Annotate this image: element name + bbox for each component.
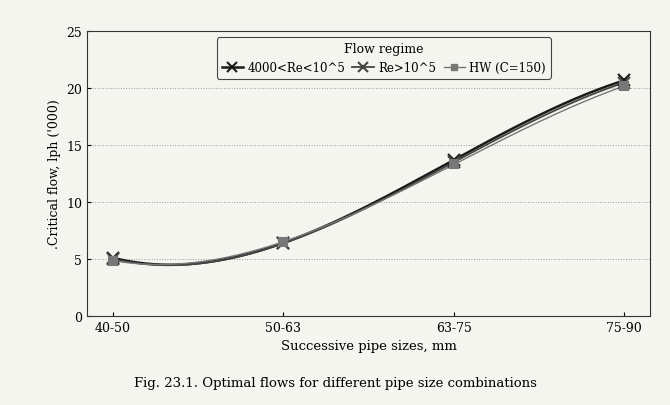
Y-axis label: .Critical flow, lph ('000): .Critical flow, lph ('000) [48,100,61,249]
Legend: 4000<Re<10^5, Re>10^5, HW (C=150): 4000<Re<10^5, Re>10^5, HW (C=150) [217,38,551,79]
Text: Fig. 23.1. Optimal flows for different pipe size combinations: Fig. 23.1. Optimal flows for different p… [133,376,537,389]
X-axis label: Successive pipe sizes, mm: Successive pipe sizes, mm [281,339,456,352]
